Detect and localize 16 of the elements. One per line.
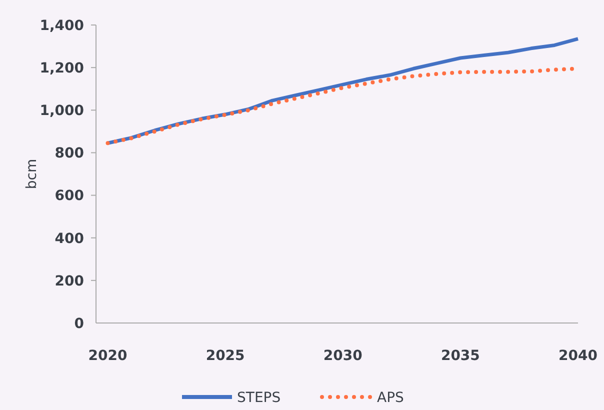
y-tick-label: 600 [54,188,84,204]
y-tick-label: 200 [54,273,84,290]
y-tick-label: 400 [54,230,84,247]
x-tick-label: 2040 [558,348,598,364]
x-tick-label: 2035 [440,348,480,364]
y-tick-label: 1,400 [40,18,84,34]
y-tick-label: 800 [54,146,84,162]
legend-label: APS [377,390,404,406]
x-tick-label: 2025 [206,348,245,364]
x-tick-label: 2030 [323,348,363,364]
y-tick-label: 1,000 [40,103,84,120]
x-tick-label: 2020 [88,348,128,364]
y-tick-label: 1,200 [40,60,84,76]
y-axis-title: bcm [24,158,40,190]
legend-label: STEPS [237,390,281,406]
y-tick-label: 0 [74,316,84,332]
